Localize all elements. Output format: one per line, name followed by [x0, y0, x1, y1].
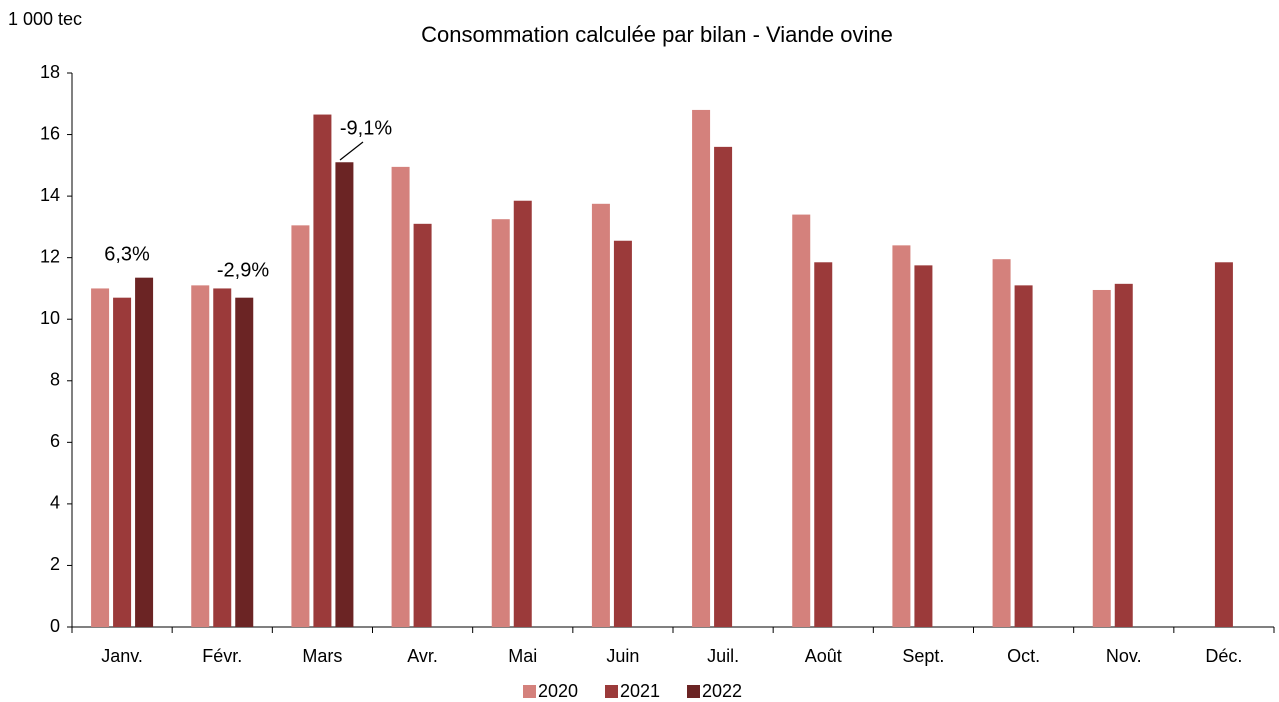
- y-tick-label: 12: [40, 246, 60, 266]
- x-tick-label: Sept.: [902, 646, 944, 666]
- bar: [213, 288, 232, 627]
- bar: [413, 223, 432, 628]
- y-tick-label: 6: [50, 431, 60, 451]
- x-tick-label: Févr.: [202, 646, 242, 666]
- bar: [235, 297, 254, 627]
- legend-label: 2020: [538, 681, 578, 701]
- y-tick-label: 14: [40, 185, 60, 205]
- bar: [1014, 285, 1033, 627]
- x-tick-label: Août: [805, 646, 842, 666]
- bar: [391, 166, 410, 627]
- bar: [1114, 283, 1133, 627]
- bar: [892, 245, 911, 627]
- legend-label: 2021: [620, 681, 660, 701]
- x-tick-label: Déc.: [1205, 646, 1242, 666]
- bar: [591, 203, 610, 628]
- legend-swatch: [687, 685, 700, 698]
- x-tick-label: Mai: [508, 646, 537, 666]
- annotation: -9,1%: [340, 117, 392, 139]
- bar: [513, 200, 532, 627]
- bar: [1092, 289, 1111, 627]
- bar: [191, 285, 210, 627]
- bar: [914, 265, 933, 627]
- bar: [1214, 262, 1233, 627]
- y-unit-label: 1 000 tec: [8, 9, 82, 29]
- bar: [714, 146, 733, 627]
- y-tick-label: 2: [50, 554, 60, 574]
- bar: [613, 240, 632, 627]
- y-tick-label: 16: [40, 123, 60, 143]
- bar: [814, 262, 833, 627]
- bar: [291, 225, 310, 627]
- x-tick-label: Juin: [606, 646, 639, 666]
- bar: [313, 114, 332, 628]
- x-tick-label: Janv.: [101, 646, 143, 666]
- y-tick-label: 4: [50, 493, 60, 513]
- y-tick-label: 8: [50, 370, 60, 390]
- x-tick-label: Juil.: [707, 646, 739, 666]
- x-tick-label: Nov.: [1106, 646, 1142, 666]
- bar: [792, 214, 811, 628]
- x-tick-label: Avr.: [407, 646, 438, 666]
- y-tick-label: 0: [50, 616, 60, 636]
- bar: [692, 109, 711, 627]
- bar: [135, 277, 154, 627]
- y-tick-label: 10: [40, 308, 60, 328]
- x-tick-label: Mars: [302, 646, 342, 666]
- annotation-leader: [339, 141, 364, 161]
- annotation: -2,9%: [217, 259, 269, 281]
- annotation: 6,3%: [104, 243, 150, 265]
- x-tick-label: Oct.: [1007, 646, 1040, 666]
- y-tick-label: 18: [40, 62, 60, 82]
- bar: [491, 219, 510, 627]
- bar: [335, 162, 354, 627]
- chart-title: Consommation calculée par bilan - Viande…: [421, 22, 893, 47]
- bar: [992, 259, 1011, 627]
- bar: [91, 288, 110, 627]
- bar: [113, 297, 132, 627]
- legend-label: 2022: [702, 681, 742, 701]
- legend-swatch: [523, 685, 536, 698]
- legend-swatch: [605, 685, 618, 698]
